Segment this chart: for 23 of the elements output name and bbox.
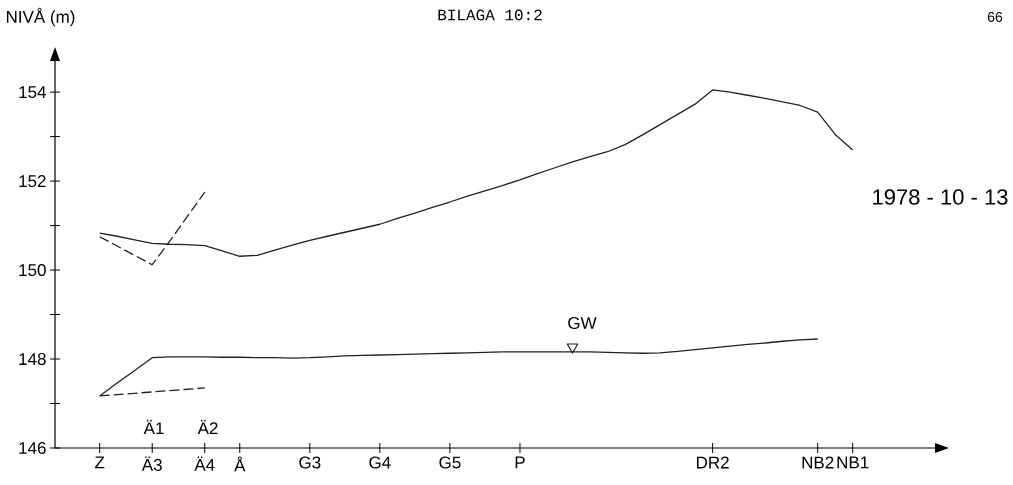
x-tick-label: G4 <box>369 456 391 469</box>
x-tick-label: P <box>515 456 525 469</box>
y-tick-label: 150 <box>19 264 46 277</box>
x-tick-label: Ä3 <box>141 456 162 471</box>
y-tick-label: 146 <box>19 441 46 455</box>
x-tick-label: NB2 <box>802 456 834 469</box>
text: 66 <box>987 12 1003 22</box>
y-axis-title: NIVÅ (m) <box>6 7 75 27</box>
text: 1978 - 10 - 13 <box>873 189 1008 205</box>
y-tick-label: 152 <box>19 175 46 188</box>
chart-title: BILAGA 10:2 <box>438 9 542 21</box>
x-tick-label: Z <box>95 456 105 469</box>
y-tick-label: 148 <box>19 353 46 366</box>
x-tick-label: Å <box>234 456 246 472</box>
annotation: Ä1 <box>143 419 164 435</box>
x-tick-label: DR2 <box>696 456 729 469</box>
annotation: Ä2 <box>197 419 218 435</box>
x-tick-label: G3 <box>299 456 321 469</box>
x-tick-label: NB1 <box>837 456 869 469</box>
x-tick-label: G5 <box>439 456 461 469</box>
x-tick-label: Ä4 <box>194 456 215 471</box>
y-tick-label: 154 <box>19 86 46 99</box>
annotation: GW <box>568 316 597 330</box>
